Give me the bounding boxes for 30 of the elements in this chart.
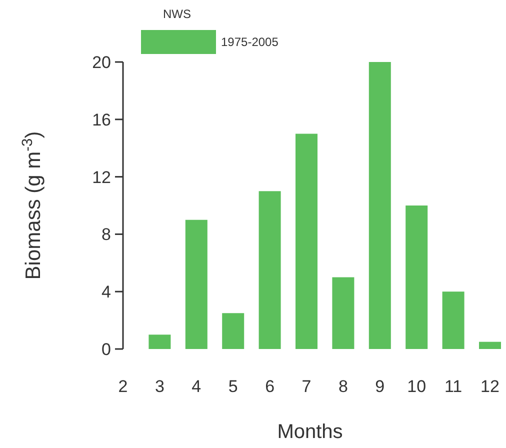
x-tick-label: 11	[444, 377, 462, 396]
y-tick-label: 0	[102, 340, 111, 359]
bar	[406, 206, 428, 349]
bar	[258, 191, 281, 349]
x-tick-label: 6	[265, 377, 275, 396]
x-axis-title: Months	[277, 421, 343, 443]
y-tick-label: 4	[102, 282, 111, 302]
bar	[296, 134, 318, 349]
x-tick-label: 9	[375, 377, 385, 396]
y-tick-label: 16	[92, 110, 111, 130]
x-tick-label: 10	[407, 377, 426, 396]
y-tick-label: 8	[102, 225, 111, 244]
x-tick-label: 3	[154, 377, 164, 396]
bar	[479, 342, 501, 349]
legend-title: NWS	[163, 7, 191, 21]
y-tick-label: 20	[92, 52, 111, 72]
x-tick-label: 4	[192, 377, 202, 396]
x-tick-label: 7	[302, 377, 312, 396]
y-tick-label: 12	[92, 168, 111, 187]
x-tick-label: 2	[118, 377, 128, 396]
x-tick-label: 8	[338, 377, 348, 396]
bar	[442, 292, 464, 349]
text: 1975-2005	[221, 35, 279, 50]
x-tick-label: 12	[480, 377, 500, 396]
bar	[332, 277, 354, 349]
bar	[222, 313, 244, 349]
bar	[185, 220, 208, 349]
x-tick-label: 5	[228, 377, 238, 396]
bar	[368, 62, 391, 349]
bar	[148, 334, 171, 349]
